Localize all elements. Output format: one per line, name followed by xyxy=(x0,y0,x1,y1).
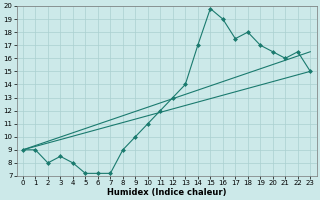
X-axis label: Humidex (Indice chaleur): Humidex (Indice chaleur) xyxy=(107,188,226,197)
